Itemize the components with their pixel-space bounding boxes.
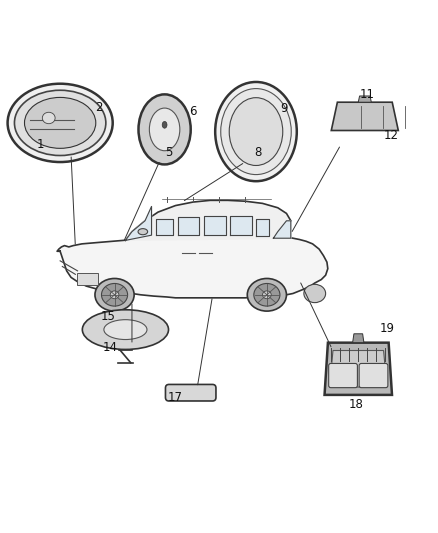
Polygon shape	[156, 219, 173, 235]
Ellipse shape	[138, 94, 191, 165]
FancyBboxPatch shape	[77, 273, 98, 285]
Text: 9: 9	[280, 102, 288, 116]
Polygon shape	[358, 96, 371, 102]
Ellipse shape	[262, 291, 271, 298]
Polygon shape	[325, 343, 392, 395]
Ellipse shape	[304, 284, 325, 303]
FancyBboxPatch shape	[328, 364, 357, 387]
Ellipse shape	[102, 284, 127, 306]
Ellipse shape	[162, 122, 167, 128]
Ellipse shape	[82, 310, 169, 350]
Polygon shape	[230, 216, 252, 235]
Ellipse shape	[229, 98, 283, 165]
Ellipse shape	[254, 284, 280, 306]
Ellipse shape	[149, 108, 180, 151]
Ellipse shape	[14, 90, 106, 156]
Text: 15: 15	[101, 310, 116, 323]
Text: 11: 11	[360, 88, 374, 101]
Polygon shape	[331, 102, 398, 131]
Text: 6: 6	[189, 106, 197, 118]
Ellipse shape	[42, 112, 55, 124]
Ellipse shape	[7, 84, 113, 162]
Ellipse shape	[104, 320, 147, 340]
Text: 14: 14	[102, 341, 118, 353]
Text: 2: 2	[95, 101, 103, 114]
FancyBboxPatch shape	[359, 364, 388, 387]
Ellipse shape	[25, 98, 96, 148]
Ellipse shape	[247, 278, 286, 311]
FancyBboxPatch shape	[166, 384, 216, 401]
Text: 5: 5	[165, 146, 173, 159]
Polygon shape	[125, 200, 291, 240]
Text: 17: 17	[168, 391, 183, 405]
Polygon shape	[353, 334, 364, 343]
Text: 12: 12	[383, 130, 399, 142]
Ellipse shape	[110, 291, 119, 298]
Text: 19: 19	[380, 322, 395, 335]
Text: 1: 1	[37, 138, 44, 151]
Polygon shape	[330, 351, 387, 387]
Polygon shape	[256, 220, 269, 236]
Ellipse shape	[221, 88, 291, 175]
Polygon shape	[178, 217, 199, 235]
Ellipse shape	[215, 82, 297, 181]
Polygon shape	[57, 235, 328, 298]
Polygon shape	[125, 206, 152, 240]
Text: 18: 18	[349, 398, 364, 411]
Text: 8: 8	[254, 146, 262, 159]
Polygon shape	[204, 216, 226, 235]
Polygon shape	[273, 221, 291, 238]
Ellipse shape	[95, 278, 134, 311]
Ellipse shape	[138, 229, 148, 235]
